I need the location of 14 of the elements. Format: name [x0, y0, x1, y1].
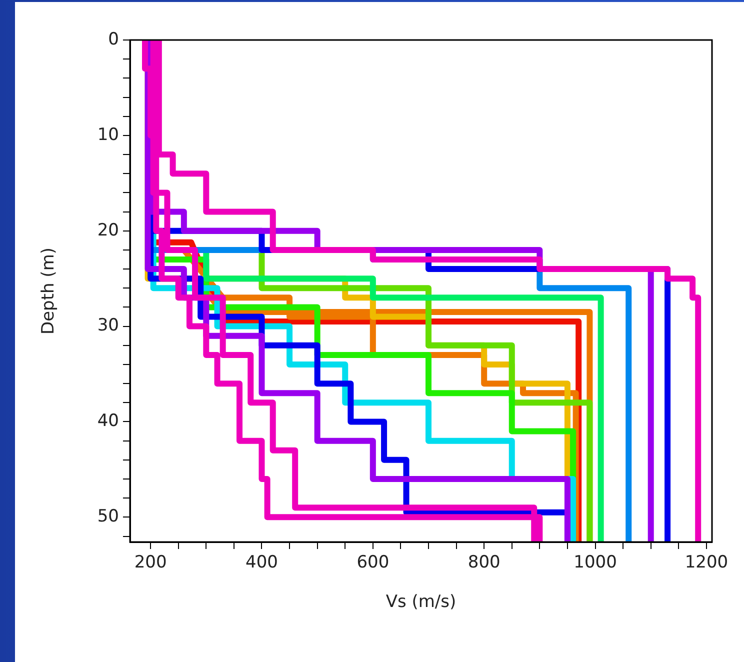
x-tick-label: 1000: [574, 552, 617, 573]
x-axis-title: Vs (m/s): [386, 592, 456, 612]
y-tick-label: 10: [97, 124, 119, 145]
y-tick-label: 0: [108, 29, 119, 50]
y-tick-label: 30: [97, 316, 119, 336]
x-tick-label: 800: [468, 552, 500, 573]
y-tick-label: 20: [97, 220, 119, 240]
y-tick-label: 50: [97, 506, 119, 527]
x-tick-label: 1200: [684, 552, 728, 573]
x-tick-label: 400: [246, 552, 278, 573]
y-tick-label: 40: [97, 411, 119, 432]
y-axis-title: Depth (m): [38, 247, 59, 335]
x-tick-label: 200: [134, 552, 167, 573]
x-tick-label: 600: [356, 552, 390, 573]
